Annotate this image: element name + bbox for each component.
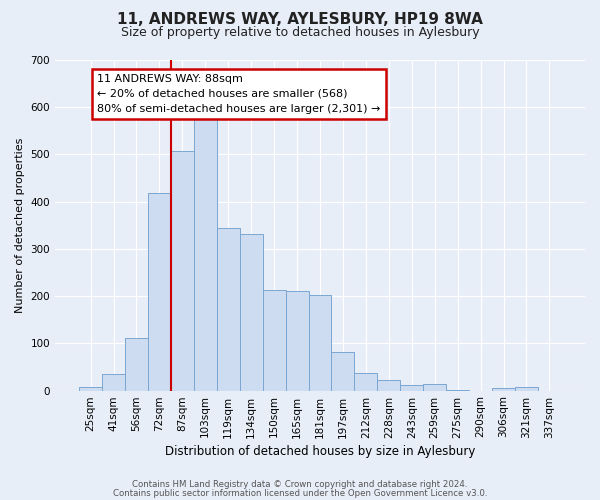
Bar <box>125 338 148 390</box>
Bar <box>355 373 377 390</box>
Bar <box>377 380 400 390</box>
Bar <box>79 387 102 390</box>
Bar <box>171 150 194 390</box>
Y-axis label: Number of detached properties: Number of detached properties <box>15 138 25 313</box>
Bar <box>240 234 263 390</box>
Bar <box>492 388 515 390</box>
Bar <box>515 387 538 390</box>
Bar <box>263 290 286 390</box>
Bar <box>400 385 423 390</box>
X-axis label: Distribution of detached houses by size in Aylesbury: Distribution of detached houses by size … <box>165 444 475 458</box>
Bar <box>286 292 308 390</box>
Text: 11 ANDREWS WAY: 88sqm
← 20% of detached houses are smaller (568)
80% of semi-det: 11 ANDREWS WAY: 88sqm ← 20% of detached … <box>97 74 381 114</box>
Text: Size of property relative to detached houses in Aylesbury: Size of property relative to detached ho… <box>121 26 479 39</box>
Bar <box>148 193 171 390</box>
Bar <box>308 295 331 390</box>
Text: Contains public sector information licensed under the Open Government Licence v3: Contains public sector information licen… <box>113 489 487 498</box>
Bar <box>194 119 217 390</box>
Bar <box>423 384 446 390</box>
Bar <box>217 228 240 390</box>
Bar <box>331 352 355 391</box>
Bar <box>102 374 125 390</box>
Text: Contains HM Land Registry data © Crown copyright and database right 2024.: Contains HM Land Registry data © Crown c… <box>132 480 468 489</box>
Text: 11, ANDREWS WAY, AYLESBURY, HP19 8WA: 11, ANDREWS WAY, AYLESBURY, HP19 8WA <box>117 12 483 28</box>
